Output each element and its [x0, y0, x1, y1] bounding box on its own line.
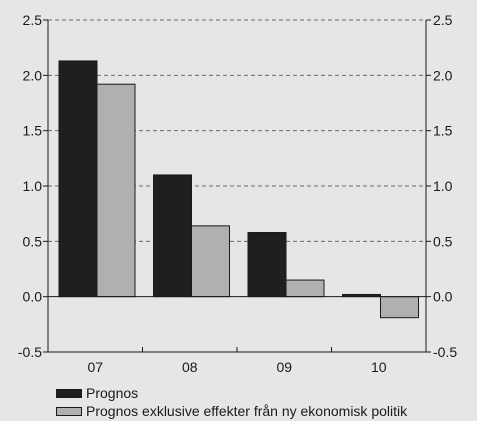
bar-prognos-exklusive-07: [96, 83, 136, 298]
x-tick-label: 08: [182, 359, 198, 375]
x-tick-label: 07: [87, 359, 103, 375]
x-tick-label: 09: [276, 359, 292, 375]
y-tick-label-left: 0.5: [23, 233, 43, 249]
bar-prognos-08: [153, 174, 192, 298]
y-tick-label-right: 1.5: [433, 123, 453, 139]
y-tick-label-left: 1.5: [23, 123, 43, 139]
legend-swatch-prognos: [56, 388, 82, 398]
legend-item-prognos: Prognos: [56, 384, 407, 402]
legend-swatch-prognos-exklusive: [56, 406, 82, 416]
y-tick-label-left: 1.0: [23, 178, 43, 194]
bar-prognos-exklusive-08: [191, 225, 230, 298]
bar-prognos-09: [247, 231, 287, 298]
y-tick-label-right: 2.5: [433, 12, 453, 28]
y-tick-label-right: 1.0: [433, 178, 453, 194]
y-tick-label-left: 2.5: [23, 12, 43, 28]
y-tick-label-right: -0.5: [433, 344, 457, 360]
y-tick-label-right: 0.0: [433, 289, 453, 305]
legend: Prognos Prognos exklusive effekter från …: [56, 384, 407, 420]
y-tick-label-left: 2.0: [23, 67, 43, 83]
bar-chart: -0.5 -0.5 0.0 0.0 0.5 0.5 1.0 1.0 1.5 1.5 2.0 2.0 2.…: [18, 12, 457, 375]
y-tick-label-left: 0.0: [23, 289, 43, 305]
bar-prognos-exklusive-10: [380, 296, 419, 319]
legend-label-prognos: Prognos: [86, 385, 139, 401]
legend-label-prognos-exklusive: Prognos exklusive effekter från ny ekono…: [86, 403, 408, 419]
legend-item-prognos-exklusive: Prognos exklusive effekter från ny ekono…: [56, 402, 407, 420]
bar-prognos-07: [58, 60, 98, 298]
y-tick-label-left: -0.5: [18, 344, 42, 360]
y-tick-label-right: 2.0: [433, 67, 453, 83]
bar-prognos-exklusive-09: [285, 279, 325, 298]
x-tick-label: 10: [371, 359, 387, 375]
y-tick-label-right: 0.5: [433, 233, 453, 249]
